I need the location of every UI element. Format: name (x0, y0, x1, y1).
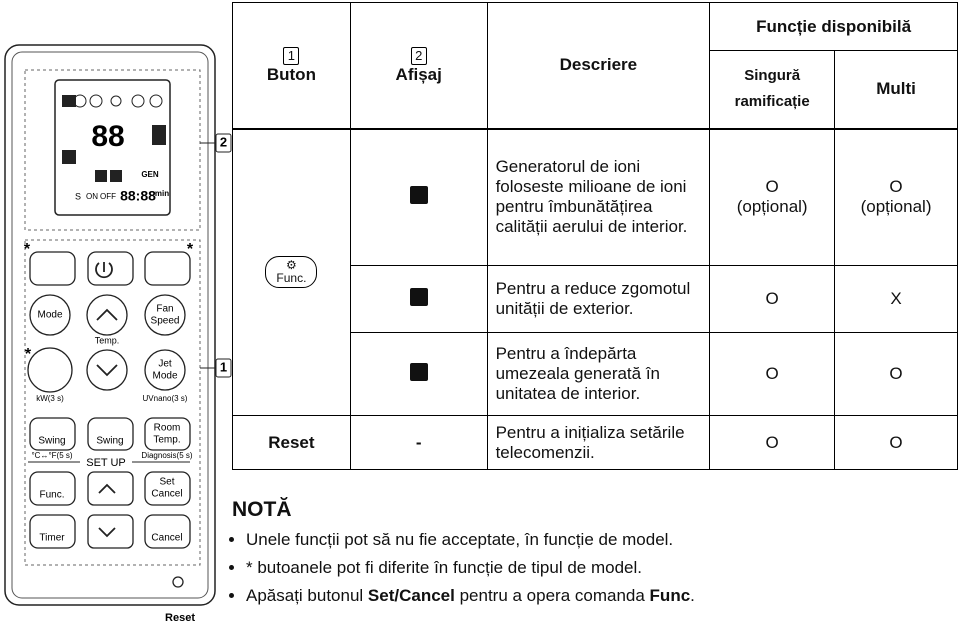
icon-cell (349, 332, 488, 416)
remote-illustration: 88 GEN S ON OFF 88:88 min 2 1 * * * Mode… (4, 44, 232, 624)
button-label: °C↔°F(5 s) (31, 451, 72, 460)
button-label: Room (154, 423, 181, 434)
lcd-clock: 88:88 (120, 188, 156, 204)
button-label: Speed (151, 316, 180, 327)
note-item: Unele funcții pot să nu fie acceptate, î… (246, 530, 952, 550)
button-label: kW(3 s) (36, 394, 64, 403)
header: Funcție disponibilă (709, 2, 958, 51)
asterisk: * (24, 241, 31, 258)
button-label: Swing (96, 436, 123, 447)
button-label: Temp. (95, 335, 120, 345)
header: Singură ramificație (709, 50, 836, 129)
value: O (765, 177, 779, 197)
text: . (690, 586, 695, 605)
marker: 1 (283, 47, 300, 66)
value-note: (opțional) (860, 197, 932, 217)
note-item: Apăsați butonul Set/Cancel pentru a oper… (246, 586, 952, 606)
reset-label: Reset (165, 612, 195, 624)
note-title: NOTĂ (232, 498, 292, 521)
button-label: SET UP (86, 457, 126, 469)
button-label: UVnano(3 s) (143, 394, 188, 403)
bold-text: Func (649, 586, 691, 605)
lcd-min: min (155, 189, 169, 198)
header: Multi (834, 50, 958, 129)
marker: 2 (410, 47, 427, 66)
value: O (834, 415, 958, 470)
text: pentru a opera comanda (454, 586, 650, 605)
button-label: Mode (37, 310, 62, 321)
icon (409, 185, 428, 204)
icon (409, 287, 428, 306)
value: O (834, 332, 958, 416)
icon (409, 362, 428, 381)
value: O (709, 415, 836, 470)
button-label: Cancel (151, 533, 182, 544)
button-label: Mode (152, 371, 177, 382)
lcd-s: S (75, 191, 81, 201)
button-label: Cancel (151, 489, 182, 500)
button-label: Timer (39, 533, 65, 544)
note: NOTĂ Unele funcții pot să nu fie accepta… (232, 498, 952, 614)
button-label: Func. (276, 271, 307, 286)
lcd-off: OFF (100, 192, 116, 201)
button-label: Fan (156, 304, 173, 315)
value: O (709, 265, 836, 333)
value: O (709, 332, 836, 416)
lcd-digits: 88 (91, 120, 124, 153)
button-cell: ⚙ Func. (232, 128, 351, 416)
header: Afișaj (395, 65, 442, 85)
icon-cell (349, 265, 488, 333)
asterisk: * (187, 241, 194, 258)
value-note: (opțional) (736, 197, 808, 217)
button-name: Reset (232, 415, 351, 470)
button-label: Func. (39, 490, 64, 501)
icon-cell (349, 128, 488, 266)
button-label: Diagnosis(5 s) (141, 451, 192, 460)
cell: O (opțional) (709, 128, 836, 266)
description: Pentru a îndepărta umezeala generată în … (486, 332, 711, 416)
function-table: 1 Buton 2 Afișaj Descriere Funcție disponi… (232, 2, 958, 470)
description: Pentru a inițializa setările telecomenzi… (486, 415, 711, 470)
button-label: Swing (38, 436, 65, 447)
display: - (349, 415, 488, 470)
asterisk: * (25, 346, 32, 363)
description: Generatorul de ioni foloseste milioane d… (486, 128, 711, 266)
value: X (834, 265, 958, 333)
cell: O (opțional) (834, 128, 958, 266)
callout-2: 2 (220, 134, 227, 149)
lcd-gen: GEN (141, 170, 159, 179)
header-cell: 1 Buton (232, 2, 351, 129)
description: Pentru a reduce zgomotul unității de ext… (486, 265, 711, 333)
text: Apăsați butonul (246, 586, 368, 605)
bold-text: Set/Cancel (367, 586, 455, 605)
header: Descriere (486, 2, 711, 129)
value: O (889, 177, 903, 197)
note-list: Unele funcții pot să nu fie acceptate, î… (232, 530, 952, 606)
func-button: ⚙ Func. (265, 256, 318, 289)
button-label: Set (159, 477, 174, 488)
header: Buton (266, 65, 316, 85)
button-label: Jet (158, 359, 172, 370)
callout-1: 1 (220, 359, 227, 374)
button-label: Temp. (153, 435, 180, 446)
lcd-on: ON (86, 192, 98, 201)
note-item: * butoanele pot fi diferite în funcție d… (246, 558, 952, 578)
header-cell: 2 Afișaj (349, 2, 488, 129)
